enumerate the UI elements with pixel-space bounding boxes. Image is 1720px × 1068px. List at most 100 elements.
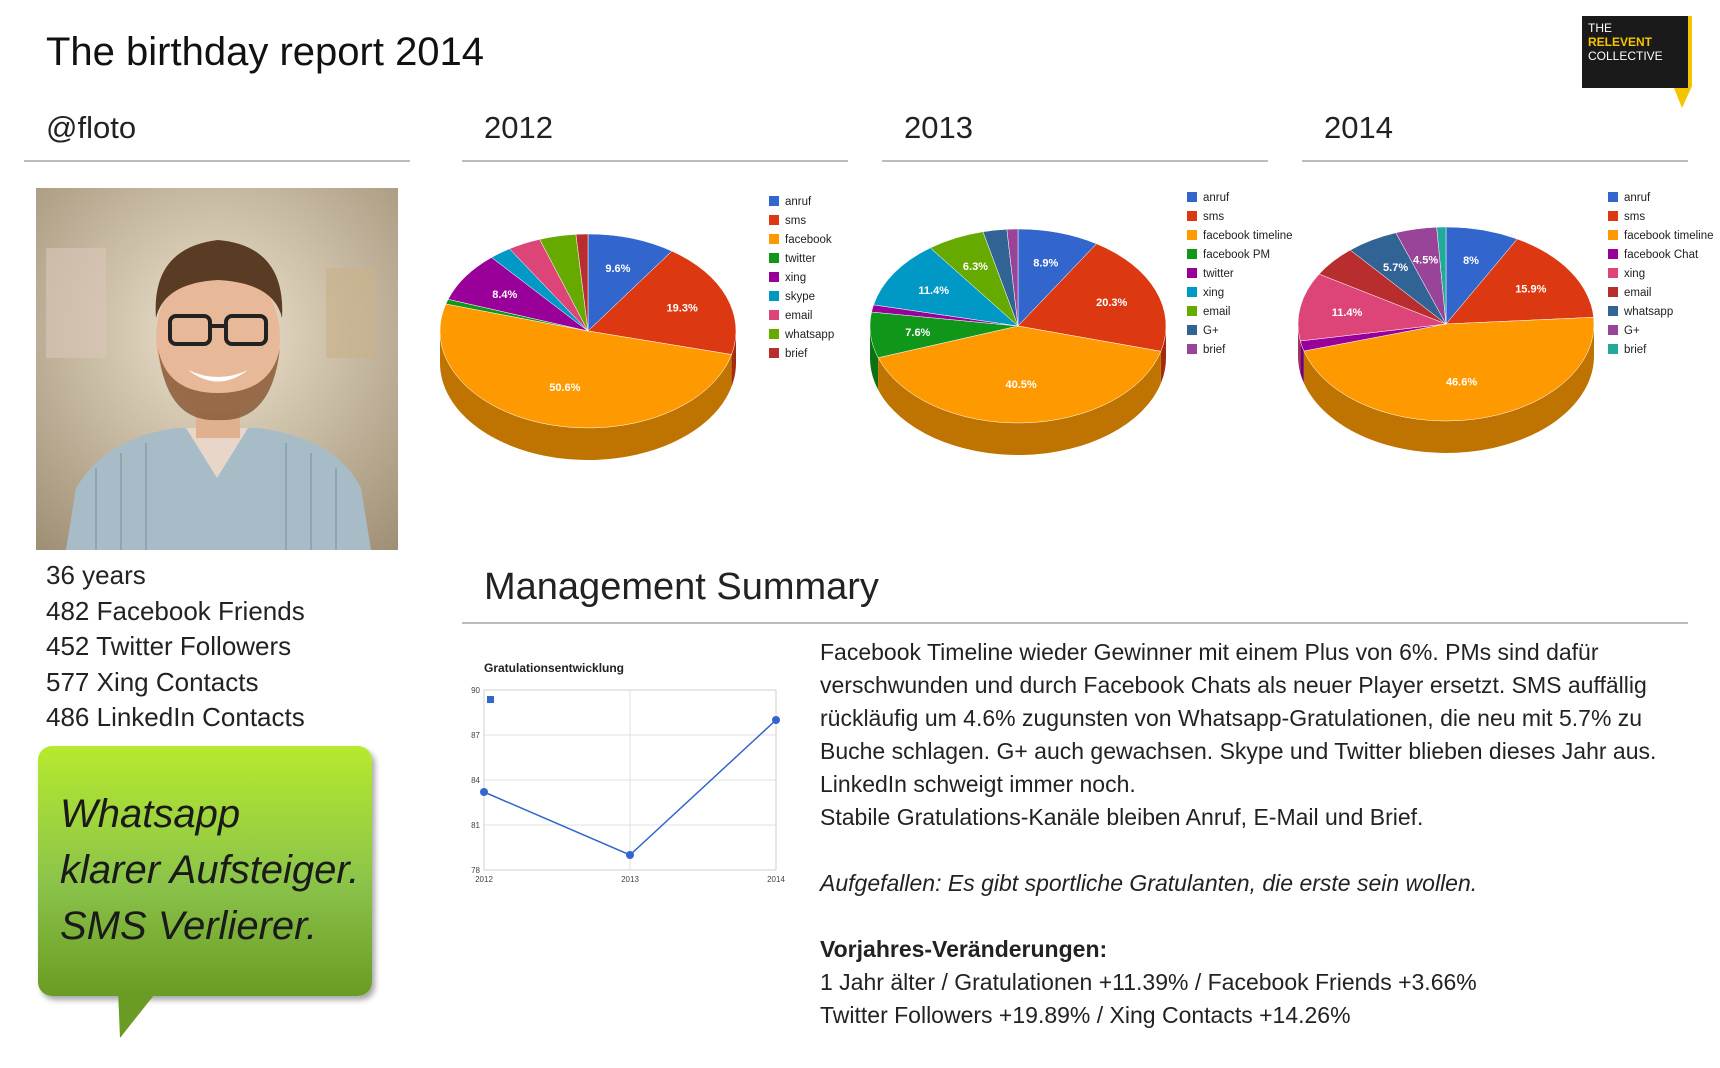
y-tick-label: 78 <box>471 866 480 875</box>
legend-label: brief <box>1624 344 1647 356</box>
legend-swatch <box>1187 192 1197 202</box>
legend-swatch <box>1187 268 1197 278</box>
legend-swatch <box>769 310 779 320</box>
pie-side-xing <box>1298 324 1301 373</box>
pie-data-label: 20.3% <box>1096 297 1127 309</box>
legend-label: twitter <box>1203 268 1234 280</box>
pie-data-label: 8.4% <box>492 289 517 301</box>
divider <box>462 160 848 162</box>
legend-label: sms <box>1624 211 1645 223</box>
pie-data-label: 8.9% <box>1033 258 1058 270</box>
pie-side-facebook-timeline <box>1303 324 1594 454</box>
legend-label: G+ <box>1624 325 1640 337</box>
stat-age: 36 years <box>46 560 146 590</box>
pie-slice-anruf <box>1017 228 1097 327</box>
pie-slice-sms <box>1017 243 1167 352</box>
callout-tail <box>118 990 158 1038</box>
legend-label: facebook <box>785 234 832 246</box>
legend-label: email <box>785 310 812 322</box>
x-tick-label: 2013 <box>621 875 639 884</box>
legend-label: facebook timeline <box>1203 230 1293 242</box>
pie-slice-facebook <box>440 303 732 429</box>
legend-label: xing <box>1203 287 1224 299</box>
pie-slice-facebook-timeline <box>1303 317 1595 422</box>
logo-line-2: RELEVENT <box>1588 35 1653 49</box>
legend-swatch <box>1608 268 1618 278</box>
legend-label: sms <box>1203 211 1224 223</box>
line-chart-gratulationsentwicklung: Gratulationsentwicklung 78 81 84 87 90 2012 201… <box>471 661 785 884</box>
page-title: The birthday report 2014 <box>46 30 485 74</box>
legend-swatch <box>1187 230 1197 240</box>
pie-data-label: 8% <box>1463 255 1479 267</box>
pie-data-label: 15.9% <box>1515 283 1546 295</box>
changes-line-1: 1 Jahr älter / Gratulationen +11.39% / F… <box>820 969 1477 995</box>
pie-chart-2014: 8% 15.9% 46.6% 11.4% 5.7% 4.5% anruf sms faceboo… <box>1297 192 1714 454</box>
legend-swatch <box>769 329 779 339</box>
legend-swatch <box>769 348 779 358</box>
divider <box>24 160 410 162</box>
legend-swatch <box>1608 211 1618 221</box>
legend-swatch <box>1608 325 1618 335</box>
x-tick-label: 2012 <box>475 875 493 884</box>
callout-bubble: Whatsapp klarer Aufsteiger. SMS Verliere… <box>38 746 372 996</box>
pie-data-label: 5.7% <box>1383 262 1408 274</box>
pie-side-facebook-chat <box>1300 340 1304 384</box>
pie-slice-xing <box>1297 273 1447 342</box>
data-point-2012 <box>480 788 488 796</box>
pie-slice-anruf <box>587 233 673 332</box>
legend-swatch <box>769 196 779 206</box>
y-tick-label: 90 <box>471 686 480 695</box>
pie-chart-2013: 8.9% 20.3% 40.5% 7.6% 11.4% 6.3% anruf sms faceb… <box>869 192 1293 456</box>
legend-swatch <box>1187 211 1197 221</box>
relevent-collective-logo: THE RELEVENT COLLECTIVE <box>1582 16 1692 108</box>
legend-swatch <box>769 272 779 282</box>
pie-slice-brief <box>1006 228 1019 327</box>
legend-label: skype <box>785 291 815 303</box>
legend-label: twitter <box>785 253 816 265</box>
legend-swatch <box>769 234 779 244</box>
pie-side-facebook-timeline <box>878 351 1161 456</box>
pie-side-sms <box>731 331 736 387</box>
pie-side-facebook <box>440 331 732 460</box>
legend-label: email <box>1203 306 1230 318</box>
legend-swatch <box>769 253 779 263</box>
legend-label: brief <box>785 348 808 360</box>
legend-swatch <box>1187 287 1197 297</box>
changes-line-2: Twitter Followers +19.89% / Xing Contact… <box>820 1002 1351 1028</box>
x-tick-label: 2014 <box>767 875 785 884</box>
legend-swatch <box>1608 192 1618 202</box>
legend-marker <box>487 696 494 703</box>
legend-swatch <box>1608 344 1618 354</box>
legend-swatch <box>769 291 779 301</box>
data-point-2014 <box>772 716 780 724</box>
pie-slice-brief <box>1436 226 1447 325</box>
callout-line-1: Whatsapp <box>60 792 241 836</box>
legend-swatch <box>1608 230 1618 240</box>
legend-label: whatsapp <box>1623 306 1673 318</box>
pie-data-label: 9.6% <box>605 263 630 275</box>
logo-line-3: COLLECTIVE <box>1588 49 1663 63</box>
legend-label: facebook Chat <box>1624 249 1699 261</box>
summary-note: Aufgefallen: Es gibt sportliche Gratulan… <box>820 870 1478 896</box>
stat-facebook-friends: 482 Facebook Friends <box>46 595 305 626</box>
legend-swatch <box>1608 287 1618 297</box>
legend-label: xing <box>785 272 806 284</box>
summary-paragraph-2: Stabile Gratulations-Kanäle bleiben Anru… <box>820 804 1424 830</box>
divider <box>462 622 1688 624</box>
profile-photo <box>36 188 398 550</box>
legend-swatch <box>1608 249 1618 259</box>
legend-label: anruf <box>785 196 812 208</box>
legend-swatch <box>769 215 779 225</box>
legend-label: email <box>1624 287 1651 299</box>
stat-linkedin-contacts: 486 LinkedIn Contacts <box>46 702 305 732</box>
pie-slice-sms <box>1445 238 1594 325</box>
changes-heading: Vorjahres-Veränderungen: <box>820 936 1108 962</box>
data-point-2013 <box>626 851 634 859</box>
pie-slice-sms <box>587 250 737 355</box>
legend-label: facebook timeline <box>1624 230 1714 242</box>
legend-label: anruf <box>1624 192 1651 204</box>
stat-twitter-followers: 452 Twitter Followers <box>46 631 292 661</box>
summary-heading: Management Summary <box>484 566 879 608</box>
chart-2014-title: 2014 <box>1324 110 1393 145</box>
legend-label: sms <box>785 215 806 227</box>
